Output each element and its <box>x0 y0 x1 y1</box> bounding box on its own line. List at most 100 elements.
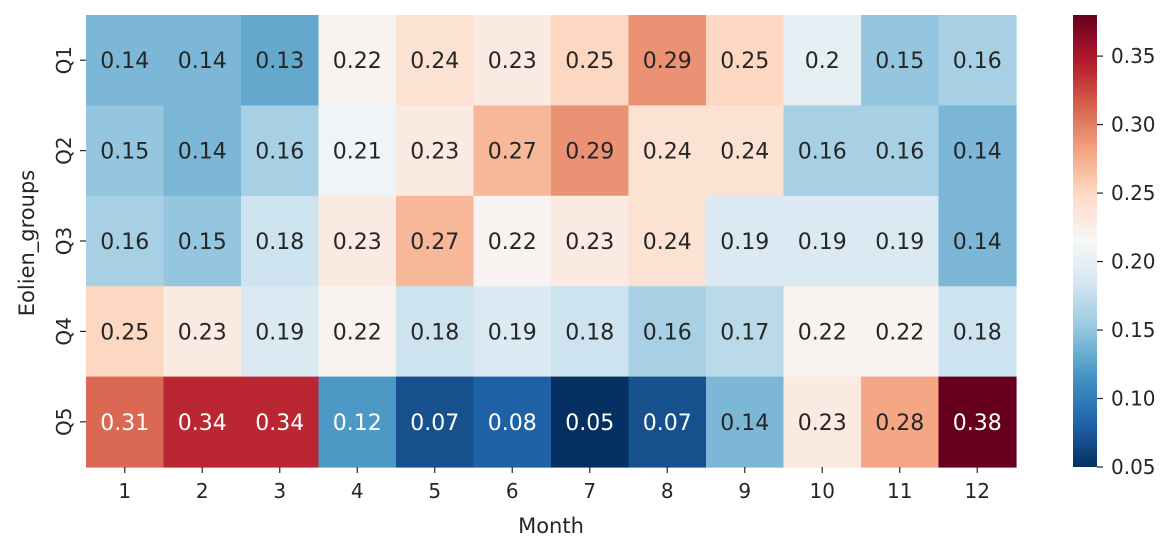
heatmap-cell <box>783 195 862 287</box>
heatmap-cell <box>706 286 785 378</box>
cell-value-label: 0.12 <box>333 411 382 436</box>
cell-value-label: 0.17 <box>720 320 769 345</box>
heatmap-cell <box>318 105 397 197</box>
heatmap-cell <box>473 195 552 287</box>
cell-value-label: 0.18 <box>953 320 1002 345</box>
cell-value-label: 0.22 <box>798 320 847 345</box>
heatmap-cell <box>938 105 1017 197</box>
y-tick-label: Q4 <box>52 317 76 345</box>
heatmap-cell <box>706 376 785 468</box>
cell-value-label: 0.24 <box>720 140 769 165</box>
x-tick-label: 3 <box>273 479 286 503</box>
heatmap-cell <box>241 105 320 197</box>
cell-value-label: 0.24 <box>410 49 459 74</box>
heatmap-cell-labels: 0.14 0.14 0.13 0.22 0.24 0.23 0.25 0.29 0.25 0.2 0… <box>100 49 1001 436</box>
heatmap-cell <box>861 376 940 468</box>
cell-value-label: 0.05 <box>565 411 614 436</box>
x-tick-label: 1 <box>118 479 131 503</box>
cell-value-label: 0.28 <box>875 411 924 436</box>
heatmap-cell <box>86 195 165 287</box>
heatmap-cell <box>551 15 630 106</box>
heatmap-cell <box>628 105 707 197</box>
x-tick-label: 2 <box>196 479 209 503</box>
cell-value-label: 0.18 <box>565 320 614 345</box>
cell-value-label: 0.18 <box>410 320 459 345</box>
y-tick-label: Q5 <box>52 408 76 436</box>
heatmap-cell <box>318 376 397 468</box>
cell-value-label: 0.29 <box>643 49 692 74</box>
heatmap-cell <box>396 105 475 197</box>
heatmap-cell <box>473 15 552 106</box>
colorbar-tick-label: 0.05 <box>1111 455 1156 479</box>
heatmap-cell <box>241 15 320 106</box>
heatmap-cell <box>241 195 320 287</box>
heatmap-cell <box>86 286 165 378</box>
cell-value-label: 0.25 <box>720 49 769 74</box>
heatmap-cell <box>473 286 552 378</box>
x-tick-label: 4 <box>351 479 364 503</box>
heatmap-cell <box>318 195 397 287</box>
heatmap-cell <box>473 376 552 468</box>
heatmap-cell <box>86 105 165 197</box>
colorbar-tick-label: 0.10 <box>1111 387 1156 411</box>
colorbar-tick-label: 0.20 <box>1111 250 1156 274</box>
cell-value-label: 0.16 <box>255 140 304 165</box>
x-axis-ticks: 1 2 3 4 5 6 7 8 9 10 11 12 <box>118 467 990 503</box>
heatmap-cell <box>706 15 785 106</box>
cell-value-label: 0.34 <box>178 411 227 436</box>
cell-value-label: 0.16 <box>953 49 1002 74</box>
cell-value-label: 0.23 <box>488 49 537 74</box>
cell-value-label: 0.2 <box>805 49 840 74</box>
cell-value-label: 0.18 <box>255 230 304 255</box>
heatmap-cell <box>628 195 707 287</box>
cell-value-label: 0.16 <box>100 230 149 255</box>
cell-value-label: 0.15 <box>178 230 227 255</box>
heatmap-cell <box>163 286 242 378</box>
heatmap-cell <box>706 105 785 197</box>
colorbar-tick-label: 0.25 <box>1111 181 1156 205</box>
cell-value-label: 0.14 <box>953 230 1002 255</box>
heatmap-cell <box>396 286 475 378</box>
cell-value-label: 0.22 <box>333 320 382 345</box>
y-tick-label: Q3 <box>52 227 76 255</box>
cell-value-label: 0.16 <box>643 320 692 345</box>
heatmap-cell <box>706 195 785 287</box>
x-axis-label: Month <box>518 514 584 538</box>
cell-value-label: 0.23 <box>410 140 459 165</box>
cell-value-label: 0.14 <box>178 140 227 165</box>
cell-value-label: 0.14 <box>953 140 1002 165</box>
cell-value-label: 0.29 <box>565 140 614 165</box>
heatmap-cell <box>938 15 1017 106</box>
heatmap-cell <box>86 15 165 106</box>
heatmap-cell <box>628 376 707 468</box>
cell-value-label: 0.08 <box>488 411 537 436</box>
cell-value-label: 0.15 <box>875 49 924 74</box>
cell-value-label: 0.21 <box>333 140 382 165</box>
heatmap-cell <box>163 376 242 468</box>
cell-value-label: 0.24 <box>643 230 692 255</box>
cell-value-label: 0.19 <box>720 230 769 255</box>
heatmap-cell <box>241 286 320 378</box>
heatmap-cell <box>163 195 242 287</box>
heatmap-cell <box>551 286 630 378</box>
cell-value-label: 0.27 <box>488 140 537 165</box>
cell-value-label: 0.22 <box>875 320 924 345</box>
cell-value-label: 0.15 <box>100 140 149 165</box>
heatmap-cell <box>861 15 940 106</box>
heatmap-cell <box>551 105 630 197</box>
cell-value-label: 0.38 <box>953 411 1002 436</box>
heatmap-cell <box>86 376 165 468</box>
x-tick-label: 6 <box>506 479 519 503</box>
heatmap-cell <box>938 286 1017 378</box>
cell-value-label: 0.14 <box>720 411 769 436</box>
heatmap-cell <box>783 286 862 378</box>
cell-value-label: 0.19 <box>875 230 924 255</box>
x-tick-label: 10 <box>810 479 835 503</box>
cell-value-label: 0.31 <box>100 411 149 436</box>
x-tick-label: 5 <box>428 479 441 503</box>
y-tick-label: Q1 <box>52 46 76 74</box>
heatmap-cell <box>628 15 707 106</box>
heatmap-cell <box>861 286 940 378</box>
cell-value-label: 0.16 <box>798 140 847 165</box>
